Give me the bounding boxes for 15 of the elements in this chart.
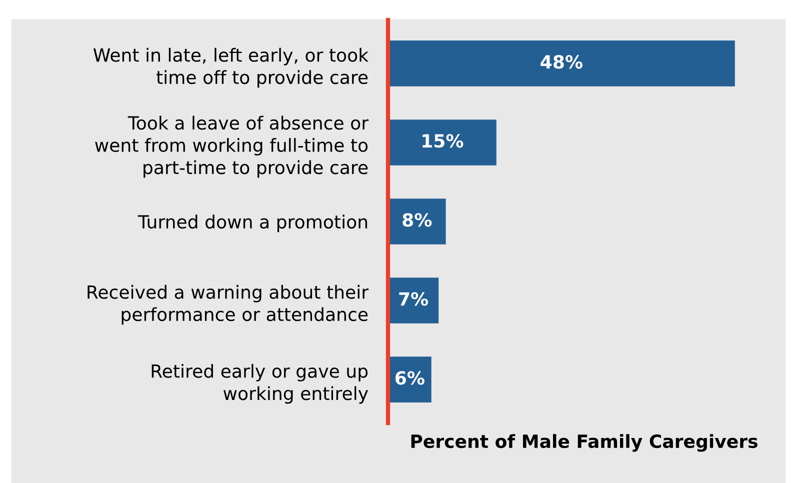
- bar: [388, 198, 446, 244]
- data-label: 7%: [399, 292, 428, 306]
- data-label: 8%: [402, 213, 432, 227]
- data-label: 15%: [422, 134, 464, 148]
- y-tick-label: Went in late, left early, or took time off to provide care: [93, 48, 369, 88]
- data-label: 48%: [540, 55, 582, 69]
- data-label: 6%: [395, 371, 424, 385]
- y-tick-label: Took a leave of absence or went from working full-time to part-time to provide care: [95, 116, 369, 178]
- bar: [388, 278, 439, 324]
- y-tick-label: Turned down a promotion: [138, 214, 368, 232]
- x-axis-title: Percent of Male Family Caregivers: [411, 434, 758, 452]
- bar: [388, 120, 496, 166]
- y-tick-label: Received a warning about their performance or attendance: [88, 284, 369, 325]
- bar: [388, 40, 735, 86]
- y-tick-label: Retired early or gave up working entirely: [152, 364, 368, 404]
